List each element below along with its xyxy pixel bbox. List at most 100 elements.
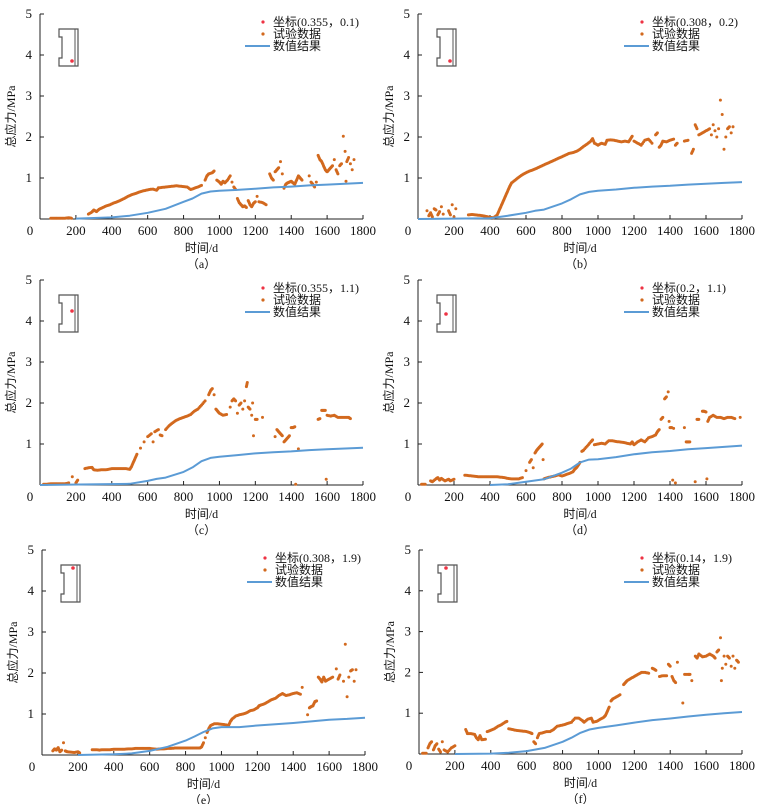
y-tick-label: 1 — [26, 436, 33, 451]
x-tick-label: 1400 — [657, 223, 683, 238]
experimental-data-point — [324, 477, 328, 481]
legend-label-coordinate: 坐标(0.355，1.1) — [273, 281, 359, 295]
experimental-data-point — [688, 672, 692, 676]
experimental-data-point — [618, 693, 622, 697]
experimental-data-point — [697, 417, 701, 421]
x-tick-label: 600 — [516, 223, 536, 238]
experimental-data-point — [711, 123, 715, 127]
experimental-data-point — [650, 141, 654, 145]
experimental-data-point — [280, 434, 284, 438]
measurement-point-marker — [71, 566, 75, 570]
legend-marker-experimental — [261, 32, 265, 36]
legend-marker-experimental — [261, 298, 265, 302]
experimental-data-point — [693, 480, 697, 484]
x-axis-title: 时间/d — [563, 241, 596, 255]
experimental-data-point — [630, 134, 634, 138]
numerical-result-line — [489, 444, 743, 486]
y-tick-label: 2 — [26, 129, 33, 144]
experimental-data-point — [440, 740, 444, 744]
experimental-data-point — [423, 482, 427, 486]
experimental-data-point — [675, 660, 679, 664]
experimental-data-point — [729, 664, 733, 668]
experimental-data-point — [713, 656, 717, 660]
x-tick-label: 1600 — [314, 223, 340, 238]
experimental-data-point — [69, 216, 73, 220]
experimental-data-point — [248, 407, 252, 411]
x-tick-label: 0 — [29, 759, 36, 774]
measurement-point-marker — [444, 566, 448, 570]
y-tick-label: 1 — [28, 706, 35, 721]
measurement-point-marker — [70, 309, 74, 313]
experimental-data-point — [657, 428, 661, 432]
experimental-data-point — [306, 713, 310, 717]
experimental-data-point — [719, 636, 722, 640]
experimental-data-point — [654, 668, 658, 672]
x-tick-label: 0 — [406, 758, 413, 773]
y-tick-label: 2 — [28, 665, 35, 680]
x-tick-label: 1800 — [729, 758, 755, 773]
y-tick-label: 3 — [404, 88, 411, 103]
y-tick-label: 5 — [405, 542, 412, 557]
experimental-data-point — [225, 413, 229, 416]
y-tick-label: 1 — [404, 170, 411, 185]
experimental-data-point — [318, 417, 322, 421]
x-tick-label: 600 — [140, 759, 160, 774]
experimental-data-point — [675, 141, 679, 145]
legend-label-numerical: 数值结果 — [652, 304, 700, 319]
x-tick-label: 1000 — [585, 489, 611, 504]
x-tick-label: 1400 — [280, 759, 306, 774]
x-tick-label: 1800 — [729, 223, 755, 238]
experimental-data-point — [591, 438, 595, 442]
experimental-data-point — [450, 203, 454, 207]
y-tick-label: 1 — [404, 436, 411, 451]
experimental-data-point — [719, 679, 723, 683]
experimental-data-point — [255, 417, 259, 421]
experimental-data-point — [713, 129, 717, 133]
x-tick-label: 1000 — [585, 223, 611, 238]
experimental-data-point — [727, 125, 731, 129]
x-tick-label: 1600 — [693, 758, 719, 773]
panel-caption: （b） — [565, 257, 595, 271]
chart-panel-a: 1 2 3 4 5 0 200 400 600 800 1000 1200 1400 1600 1800 时间… — [3, 6, 376, 271]
experimental-data-point — [688, 440, 692, 444]
x-tick-label: 200 — [444, 489, 464, 504]
experimental-data-point — [347, 675, 351, 679]
experimental-data-point — [307, 174, 311, 178]
experimental-data-point — [212, 169, 216, 173]
numerical-result-line — [454, 711, 743, 755]
experimental-data-point — [343, 149, 347, 153]
x-tick-label: 0 — [405, 489, 412, 504]
experimental-data-point — [666, 390, 670, 394]
experimental-data-point — [434, 208, 438, 212]
experimental-data-point — [135, 452, 139, 456]
panel-caption: （f） — [567, 792, 595, 804]
experimental-data-point — [733, 666, 737, 670]
experimental-data-point — [345, 695, 349, 699]
experimental-data-point — [149, 432, 153, 436]
y-tick-label: 2 — [26, 395, 33, 410]
experimental-data-series — [42, 381, 352, 486]
y-axis-title: 总应力/MPa — [3, 351, 18, 414]
x-tick-label: 1800 — [729, 489, 755, 504]
experimental-data-point — [251, 401, 255, 405]
y-axis-title: 总应力/MPa — [3, 85, 18, 148]
x-tick-label: 1400 — [278, 489, 304, 504]
y-axis-title: 总应力/MPa — [5, 621, 20, 684]
legend-label-coordinate: 坐标(0.308，1.9) — [275, 551, 361, 565]
x-tick-label: 800 — [176, 759, 196, 774]
x-tick-label: 0 — [27, 489, 34, 504]
experimental-data-point — [228, 405, 232, 409]
experimental-data-point — [668, 664, 672, 668]
x-tick-label: 800 — [553, 758, 573, 773]
x-tick-label: 1200 — [621, 758, 647, 773]
experimental-data-point — [245, 381, 249, 384]
experimental-data-point — [230, 180, 234, 184]
experimental-data-point — [439, 205, 443, 209]
x-tick-label: 1800 — [352, 759, 378, 774]
x-tick-label: 1000 — [206, 489, 232, 504]
y-tick-label: 5 — [26, 272, 33, 287]
panel-caption: （d） — [565, 523, 595, 537]
experimental-data-point — [505, 719, 509, 723]
